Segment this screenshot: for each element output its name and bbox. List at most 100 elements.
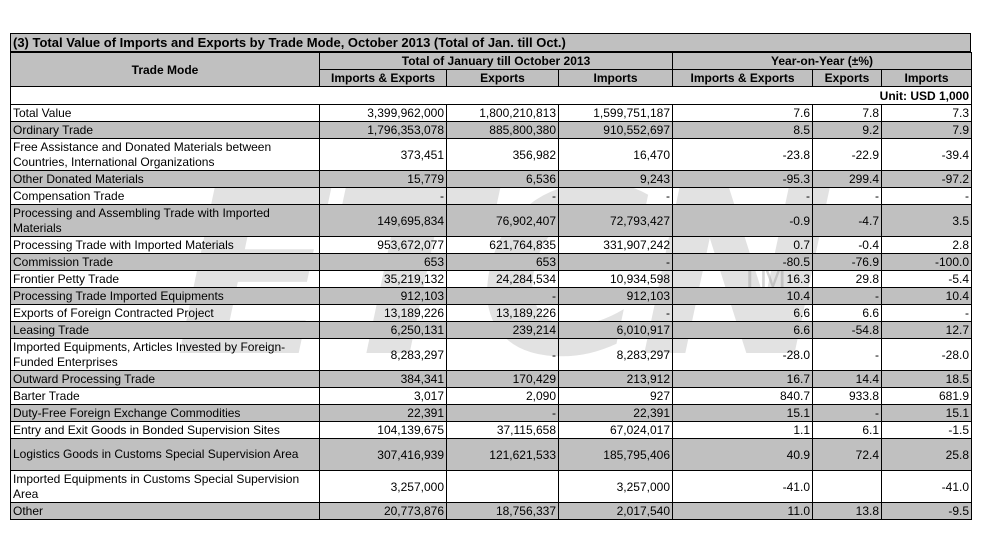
cell-total-imports: -: [558, 253, 673, 271]
cell-yoy-imports-exports: -23.8: [672, 138, 813, 171]
cell-yoy-imports-exports: 16.3: [672, 270, 813, 288]
table-row: Frontier Petty Trade 35,219,132 24,284,534…: [10, 270, 973, 288]
cell-yoy-imports: -1.5: [880, 421, 973, 439]
cell-yoy-exports: 72.4: [812, 438, 882, 471]
cell-yoy-imports: -39.4: [880, 138, 973, 171]
cell-yoy-imports: -97.2: [880, 170, 973, 188]
cell-total-imports: 22,391: [558, 404, 673, 422]
cell-total-imports: 213,912: [558, 370, 673, 388]
cell-total-imports-exports: 373,451: [319, 138, 447, 171]
trade-mode-name: Imported Equipments in Customs Special S…: [10, 470, 320, 503]
unit-row: Unit: USD 1,000: [9, 86, 973, 105]
table-row: Barter Trade 3,017 2,090 927 840.7 933.8 681.9: [10, 387, 973, 405]
cell-yoy-exports: 6.1: [812, 421, 882, 439]
table-row: Exports of Foreign Contracted Project 13,…: [10, 304, 973, 322]
cell-total-exports: 170,429: [446, 370, 559, 388]
cell-total-imports-exports: 15,779: [319, 170, 447, 188]
cell-yoy-exports: -: [812, 338, 882, 371]
cell-yoy-imports: 7.9: [880, 121, 973, 139]
cell-yoy-imports-exports: 6.6: [672, 304, 813, 322]
cell-yoy-imports-exports: 840.7: [672, 387, 813, 405]
cell-total-exports: 885,800,380: [446, 121, 559, 139]
trade-mode-name: Entry and Exit Goods in Bonded Supervisi…: [10, 421, 320, 439]
cell-yoy-imports: -100.0: [880, 253, 973, 271]
cell-total-exports: 621,764,835: [446, 236, 559, 254]
table-row: Imported Equipments, Articles Invested b…: [10, 338, 973, 371]
table-row: Entry and Exit Goods in Bonded Supervisi…: [10, 421, 973, 439]
header-col-total-imports-exports: Imports & Exports: [319, 69, 447, 87]
table-row: Total Value 3,399,962,000 1,800,210,813 1,5…: [10, 104, 973, 122]
cell-total-imports-exports: 653: [319, 253, 447, 271]
cell-total-imports: 67,024,017: [558, 421, 673, 439]
trade-mode-name: Imported Equipments, Articles Invested b…: [10, 338, 320, 371]
trade-mode-name: Commission Trade: [10, 253, 320, 271]
cell-yoy-imports-exports: 11.0: [672, 502, 813, 520]
cell-yoy-exports: 6.6: [812, 304, 882, 322]
table-row: Logistics Goods in Customs Special Super…: [10, 438, 973, 471]
cell-total-imports-exports: -: [319, 187, 447, 205]
header-col-yoy-exports: Exports: [812, 69, 882, 87]
cell-yoy-exports: -76.9: [812, 253, 882, 271]
cell-total-imports-exports: 912,103: [319, 287, 447, 305]
cell-total-imports: 3,257,000: [558, 470, 673, 503]
header-col-total-imports: Imports: [558, 69, 673, 87]
trade-mode-name: Exports of Foreign Contracted Project: [10, 304, 320, 322]
cell-yoy-imports: -9.5: [880, 502, 973, 520]
cell-total-imports-exports: 307,416,939: [319, 438, 447, 471]
trade-mode-name: Leasing Trade: [10, 321, 320, 339]
trade-mode-name: Other: [10, 502, 320, 520]
cell-total-imports: 910,552,697: [558, 121, 673, 139]
cell-total-imports: 6,010,917: [558, 321, 673, 339]
cell-yoy-exports: 7.8: [812, 104, 882, 122]
cell-total-exports: 18,756,337: [446, 502, 559, 520]
cell-total-exports: 653: [446, 253, 559, 271]
table-row: Ordinary Trade 1,796,353,078 885,800,380 91…: [10, 121, 973, 139]
cell-yoy-exports: -: [812, 187, 882, 205]
table-row: Other Donated Materials 15,779 6,536 9,243-…: [10, 170, 973, 188]
cell-yoy-imports-exports: 7.6: [672, 104, 813, 122]
cell-yoy-imports-exports: 15.1: [672, 404, 813, 422]
cell-total-imports: 1,599,751,187: [558, 104, 673, 122]
cell-yoy-imports: 681.9: [880, 387, 973, 405]
cell-total-imports: -: [558, 304, 673, 322]
trade-mode-name: Free Assistance and Donated Materials be…: [10, 138, 320, 171]
trade-mode-name: Ordinary Trade: [10, 121, 320, 139]
trade-table-panel: (3) Total Value of Imports and Exports b…: [9, 33, 973, 520]
trade-mode-name: Other Donated Materials: [10, 170, 320, 188]
header-col-total-exports: Exports: [446, 69, 559, 87]
cell-total-imports-exports: 20,773,876: [319, 502, 447, 520]
cell-total-imports: 8,283,297: [558, 338, 673, 371]
trade-mode-name: Logistics Goods in Customs Special Super…: [10, 438, 320, 471]
trade-mode-name: Total Value: [10, 104, 320, 122]
cell-total-exports: 6,536: [446, 170, 559, 188]
cell-total-imports-exports: 6,250,131: [319, 321, 447, 339]
header-group-yoy: Year-on-Year (±%): [671, 52, 973, 70]
cell-total-imports: 185,795,406: [558, 438, 673, 471]
trade-mode-name: Frontier Petty Trade: [10, 270, 320, 288]
header-col-yoy-imports-exports: Imports & Exports: [672, 69, 813, 87]
cell-yoy-imports-exports: -28.0: [672, 338, 813, 371]
table-row: Commission Trade 653 653- -80.5 -76.9 -100.0: [10, 253, 973, 271]
trade-mode-name: Outward Processing Trade: [10, 370, 320, 388]
cell-yoy-imports: 15.1: [880, 404, 973, 422]
cell-yoy-imports: 10.4: [880, 287, 973, 305]
cell-yoy-imports: 2.8: [880, 236, 973, 254]
cell-yoy-imports-exports: -41.0: [672, 470, 813, 503]
table-row: Processing and Assembling Trade with Imp…: [10, 204, 973, 237]
cell-total-imports-exports: 3,017: [319, 387, 447, 405]
cell-yoy-imports-exports: 8.5: [672, 121, 813, 139]
header-group-total: Total of January till October 2013: [319, 52, 673, 70]
cell-total-exports: -: [446, 338, 559, 371]
cell-yoy-imports-exports: 1.1: [672, 421, 813, 439]
cell-total-exports: -: [446, 404, 559, 422]
cell-yoy-imports-exports: 40.9: [672, 438, 813, 471]
table-row: Outward Processing Trade 384,341 170,429 21…: [10, 370, 973, 388]
cell-total-imports-exports: 8,283,297: [319, 338, 447, 371]
cell-total-exports: 24,284,534: [446, 270, 559, 288]
cell-total-exports: 239,214: [446, 321, 559, 339]
cell-yoy-imports: -: [880, 304, 973, 322]
cell-yoy-imports: -5.4: [880, 270, 973, 288]
header-col-yoy-imports: Imports: [880, 69, 973, 87]
unit-label: Unit: USD 1,000: [9, 86, 973, 105]
trade-mode-name: Duty-Free Foreign Exchange Commodities: [10, 404, 320, 422]
